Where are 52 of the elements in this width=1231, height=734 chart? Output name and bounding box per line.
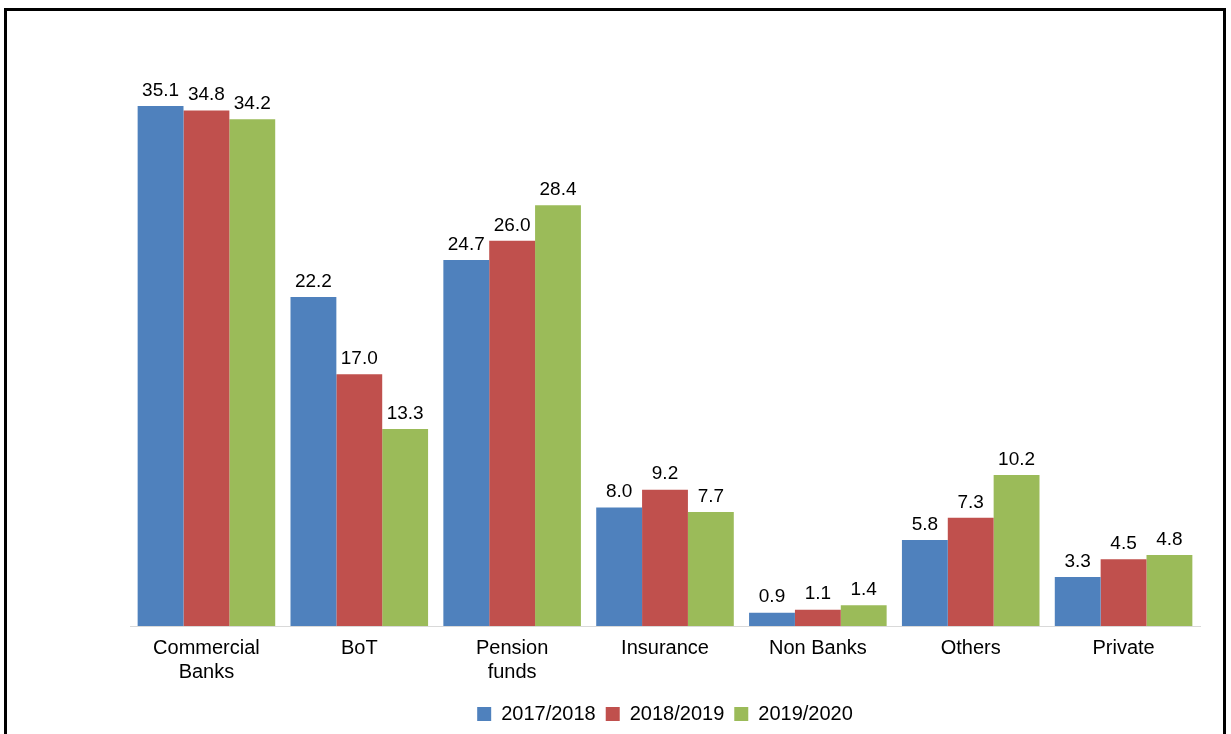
- data-label: 0.9: [758, 585, 786, 607]
- data-label: 17.0: [340, 346, 378, 368]
- data-label: 35.1: [142, 78, 180, 100]
- data-label: 5.8: [911, 512, 939, 534]
- bar: [840, 605, 887, 626]
- data-label: 22.2: [294, 269, 332, 291]
- bar: [489, 240, 536, 626]
- legend-label: 2019/2020: [758, 701, 853, 724]
- bar: [1146, 554, 1193, 626]
- bar: [183, 110, 230, 626]
- data-label: 1.1: [804, 582, 832, 604]
- bar: [382, 428, 429, 626]
- bar: [642, 489, 688, 626]
- legend-label: 2017/2018: [501, 701, 596, 724]
- bar: [137, 106, 184, 626]
- x-tick-label: Insurance: [621, 635, 709, 658]
- x-tick-label: Others: [940, 635, 1001, 658]
- data-label: 26.0: [493, 213, 531, 235]
- bar: [443, 260, 490, 626]
- data-label: 4.8: [1156, 527, 1183, 549]
- data-label: 4.5: [1110, 532, 1137, 554]
- legend-label: 2018/2019: [629, 701, 725, 724]
- data-label: 10.2: [998, 447, 1036, 469]
- bar: [596, 507, 643, 626]
- data-label: 34.8: [187, 83, 225, 105]
- bar: [901, 540, 948, 626]
- x-tick-label: Pension funds: [476, 635, 549, 682]
- data-label: 28.4: [539, 177, 577, 199]
- x-tick-label: Non Banks: [768, 635, 867, 658]
- bar: [1054, 577, 1101, 626]
- bar: [687, 511, 734, 626]
- bar: [993, 474, 1040, 626]
- bar: [749, 612, 795, 626]
- data-label: 13.3: [386, 401, 424, 423]
- bar: [290, 297, 337, 626]
- x-tick-label: BoT: [340, 635, 378, 658]
- bar: [947, 517, 994, 626]
- data-label: 24.7: [447, 232, 485, 254]
- data-label: 3.3: [1064, 549, 1091, 571]
- bar: [1100, 559, 1147, 626]
- x-tick-label: Commercial Banks: [153, 635, 260, 682]
- data-label: 7.7: [697, 484, 725, 506]
- bar: [535, 205, 581, 626]
- bar: [794, 609, 841, 626]
- data-label: 34.2: [233, 92, 271, 114]
- data-label: 1.4: [850, 577, 878, 599]
- x-tick-label: Private: [1092, 635, 1155, 658]
- data-label: 9.2: [651, 462, 679, 484]
- bar: [336, 374, 383, 626]
- data-label: 8.0: [605, 480, 633, 502]
- bar: [229, 119, 276, 626]
- data-label: 7.3: [957, 490, 984, 512]
